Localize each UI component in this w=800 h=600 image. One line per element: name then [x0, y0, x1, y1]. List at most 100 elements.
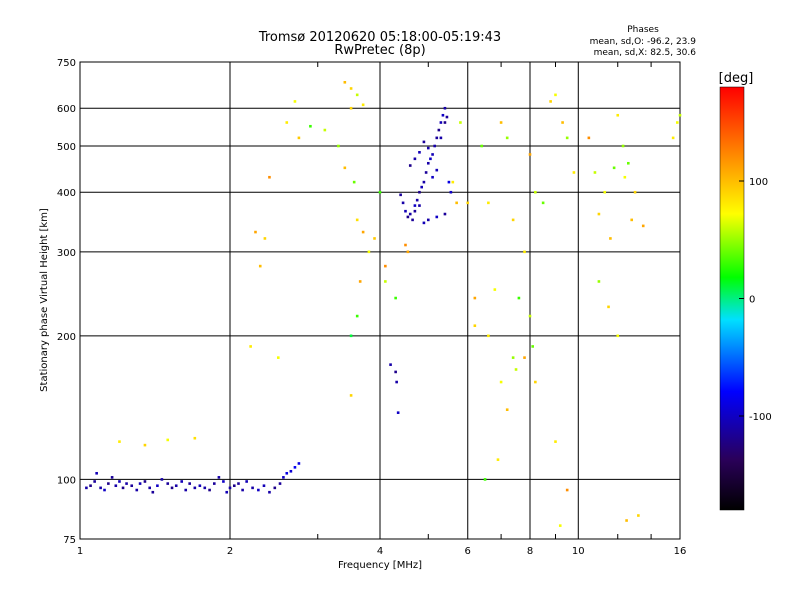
data-point — [404, 243, 407, 247]
data-point — [349, 394, 353, 397]
data-point — [466, 201, 470, 205]
data-point — [355, 314, 359, 318]
data-point — [156, 484, 159, 488]
data-point — [445, 115, 449, 119]
data-point — [110, 476, 114, 479]
data-point — [422, 221, 426, 225]
data-point — [480, 144, 484, 148]
data-point — [85, 486, 88, 490]
data-point — [597, 280, 601, 283]
data-point — [389, 363, 392, 366]
data-point — [447, 180, 451, 184]
data-point — [528, 314, 532, 318]
data-point — [418, 204, 421, 207]
data-point — [630, 218, 634, 222]
colorbar-ticks: 100 0 -100 — [739, 177, 772, 423]
data-point — [349, 106, 353, 110]
data-point — [399, 193, 402, 197]
data-point — [103, 488, 106, 492]
data-point — [534, 380, 537, 384]
data-point — [135, 488, 139, 492]
data-point — [528, 153, 532, 156]
data-point — [184, 488, 188, 492]
y-tick-label: 200 — [57, 332, 76, 343]
data-point — [483, 478, 487, 481]
data-point — [268, 175, 271, 179]
y-axis-label: Stationary phase Virtual Height [km] — [39, 208, 50, 392]
data-point — [118, 480, 121, 483]
data-point — [245, 480, 248, 483]
data-point — [228, 486, 232, 490]
data-point — [435, 215, 439, 219]
data-point — [323, 128, 327, 132]
data-point — [121, 486, 125, 490]
data-point — [451, 180, 455, 184]
data-point — [418, 151, 421, 154]
data-point — [95, 471, 98, 475]
data-point — [203, 486, 207, 490]
stats-line-x: mean, sd,X: 82.5, 30.6 — [594, 48, 697, 58]
data-point — [499, 380, 503, 384]
data-point — [361, 230, 365, 234]
data-point — [289, 469, 293, 473]
x-tick-label: 4 — [377, 546, 383, 557]
data-point — [208, 488, 211, 492]
data-point — [401, 201, 405, 205]
data-point — [523, 250, 526, 254]
data-point — [343, 166, 347, 170]
data-point — [406, 215, 410, 219]
data-point — [607, 305, 610, 309]
data-point — [422, 180, 426, 184]
data-point — [565, 136, 569, 140]
data-point — [558, 524, 562, 527]
data-point — [424, 171, 428, 174]
data-point — [349, 334, 353, 338]
data-point — [276, 356, 280, 359]
data-point — [99, 486, 102, 490]
data-point — [198, 484, 202, 488]
data-point — [459, 121, 462, 124]
data-point — [309, 124, 312, 128]
data-point — [217, 476, 221, 479]
data-point — [367, 250, 371, 254]
x-tick-label: 10 — [572, 546, 585, 557]
data-point — [435, 136, 439, 140]
data-point — [212, 482, 216, 485]
data-point — [587, 136, 591, 140]
data-point — [251, 486, 254, 490]
colorbar-tick-label: 100 — [749, 177, 768, 188]
data-point — [257, 488, 260, 492]
colorbar-tick-label: -100 — [749, 412, 772, 423]
data-point — [193, 486, 197, 490]
data-point — [426, 161, 430, 165]
data-point — [487, 201, 490, 205]
data-point — [384, 264, 387, 268]
data-point — [143, 443, 147, 447]
data-point — [406, 250, 410, 254]
data-point — [249, 345, 252, 348]
data-point — [395, 380, 398, 384]
data-point — [268, 490, 271, 494]
data-point — [541, 201, 545, 205]
data-point — [554, 440, 557, 443]
data-point — [534, 190, 537, 194]
data-point — [278, 482, 282, 485]
data-point — [499, 121, 503, 124]
data-point — [170, 486, 174, 490]
data-point — [166, 482, 170, 485]
data-point — [166, 438, 170, 442]
data-point — [627, 161, 630, 165]
data-point — [180, 480, 184, 483]
data-point — [355, 218, 359, 222]
data-point — [378, 190, 382, 194]
data-point — [193, 436, 197, 440]
y-tick-label: 500 — [57, 142, 76, 153]
data-point — [623, 175, 627, 179]
data-point — [418, 190, 421, 194]
data-point — [114, 484, 118, 488]
data-point — [349, 87, 353, 90]
data-point — [517, 296, 521, 300]
data-point — [641, 224, 645, 228]
data-point — [125, 482, 128, 485]
